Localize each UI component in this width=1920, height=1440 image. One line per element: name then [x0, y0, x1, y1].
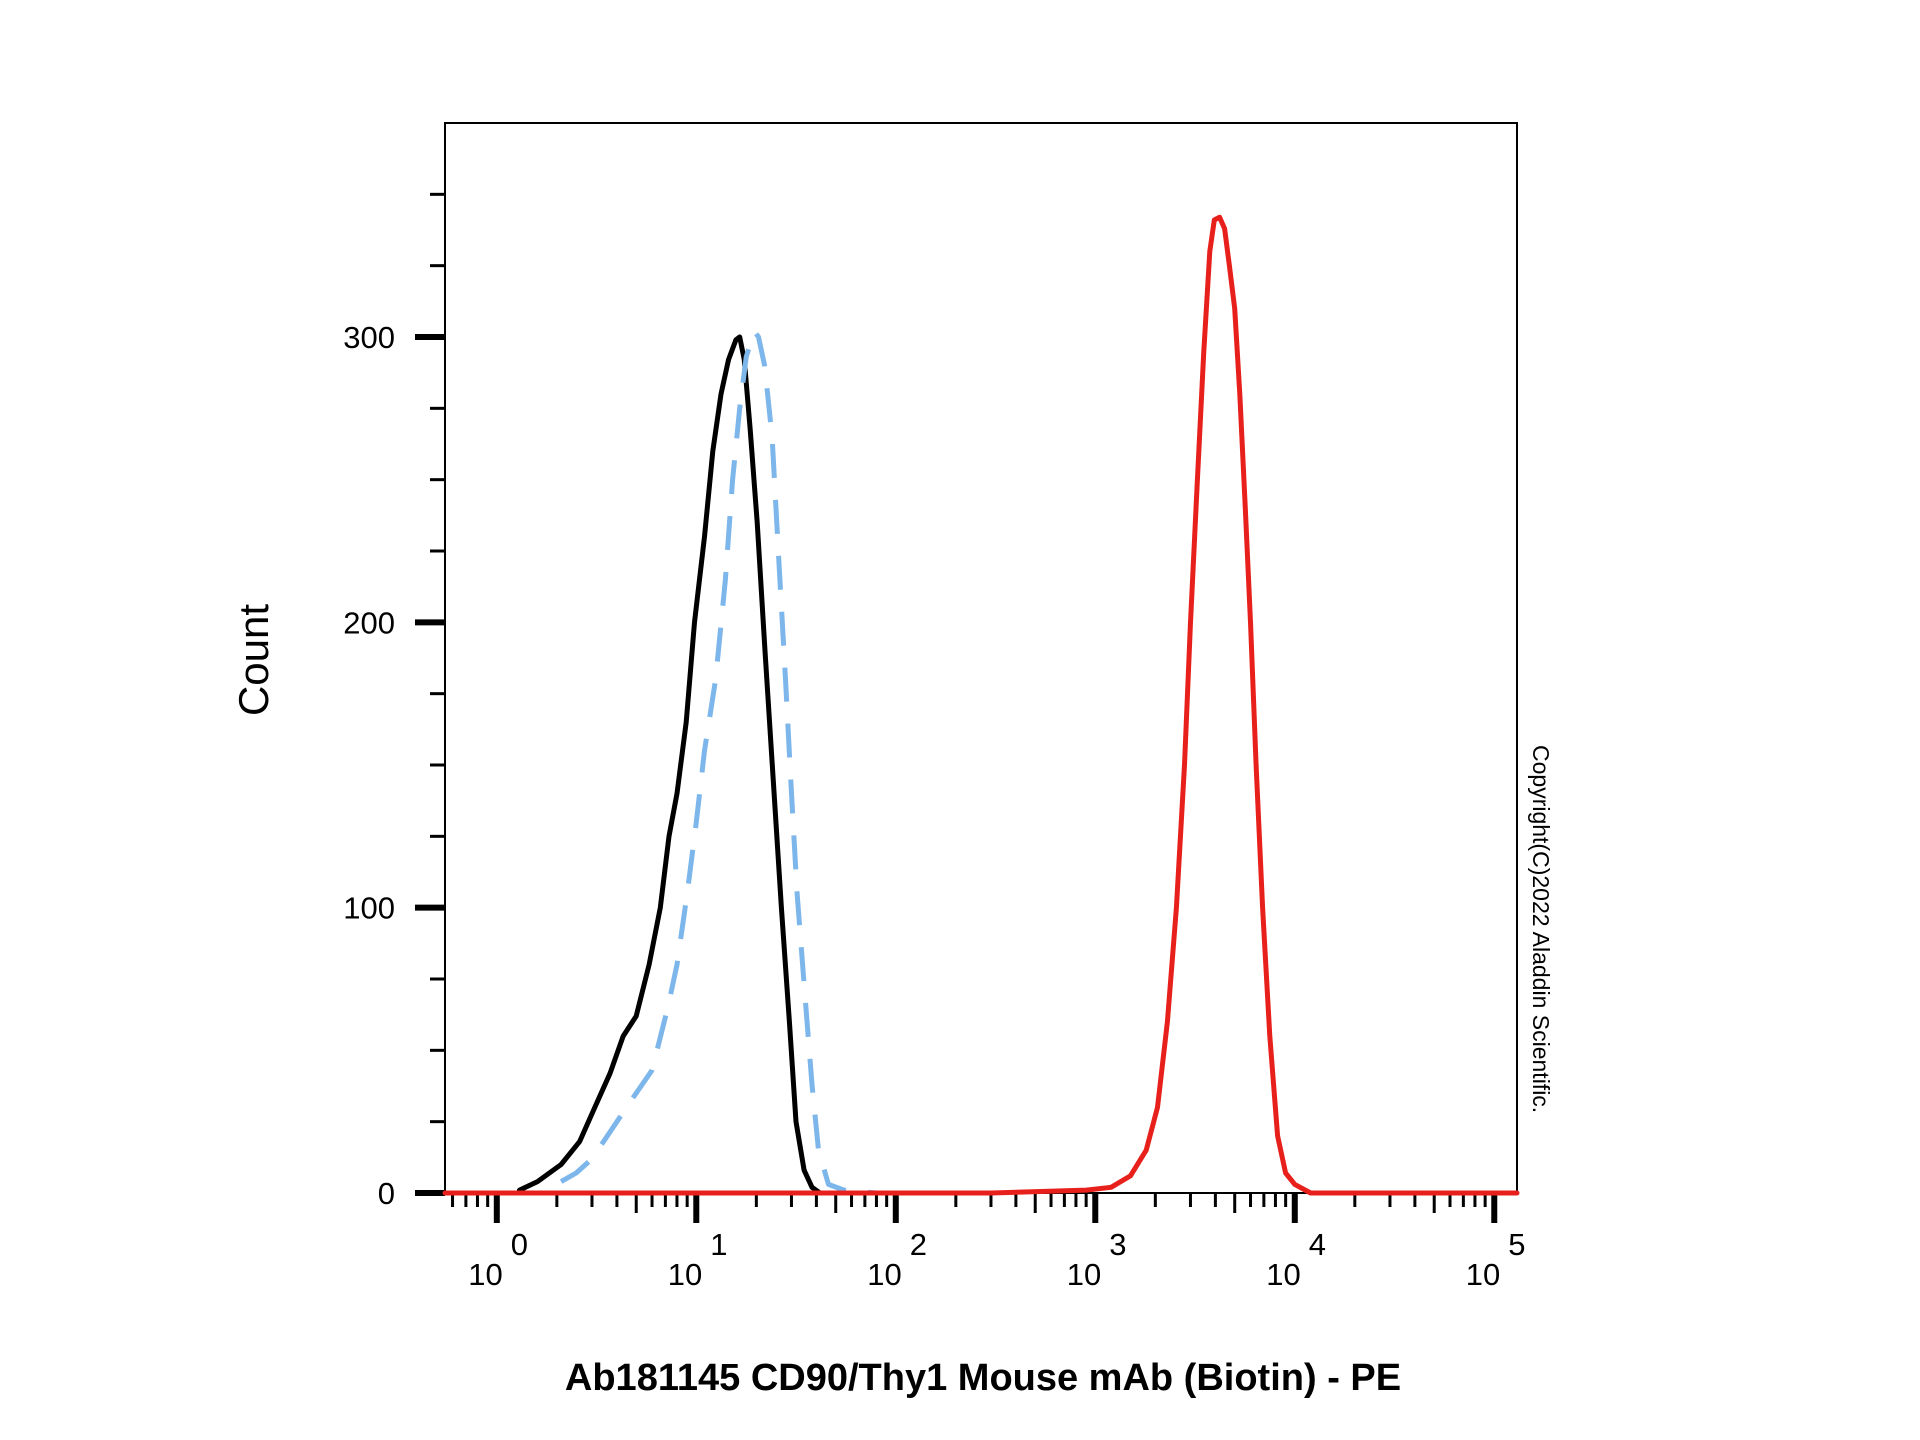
copyright-notice: Copyright(C)2022 Aladdin Scientific.: [1528, 745, 1554, 1113]
isotype-control-line: [517, 334, 823, 1196]
x-tick-exponent: 5: [1508, 1227, 1525, 1262]
y-tick-label: 100: [343, 891, 395, 926]
y-axis: 0 100 200 300: [343, 192, 445, 1211]
x-tick-exponent: 3: [1109, 1227, 1126, 1262]
x-tick-label: 10: [1067, 1257, 1101, 1292]
y-tick-label: 300: [343, 320, 395, 355]
unstained-control-line: [559, 328, 877, 1196]
x-tick-label: 10: [1266, 1257, 1300, 1292]
x-tick-exponent: 2: [910, 1227, 927, 1262]
x-tick-label: 10: [867, 1257, 901, 1292]
x-tick-label: 10: [668, 1257, 702, 1292]
x-tick-exponent: 1: [710, 1227, 727, 1262]
x-tick-exponent: 4: [1309, 1227, 1326, 1262]
x-tick-label: 10: [468, 1257, 502, 1292]
x-tick-exponent: 0: [511, 1227, 528, 1262]
y-axis-title: Count: [230, 604, 277, 716]
plot-frame: [444, 122, 1518, 1194]
stained-sample-line: [442, 214, 1520, 1196]
x-axis-title: Ab181145 CD90/Thy1 Mouse mAb (Biotin) - …: [565, 1357, 1401, 1399]
x-tick-label: 10: [1466, 1257, 1500, 1292]
y-tick-label: 200: [343, 605, 395, 640]
series-group: [442, 214, 1520, 1196]
y-tick-label: 0: [378, 1176, 395, 1211]
